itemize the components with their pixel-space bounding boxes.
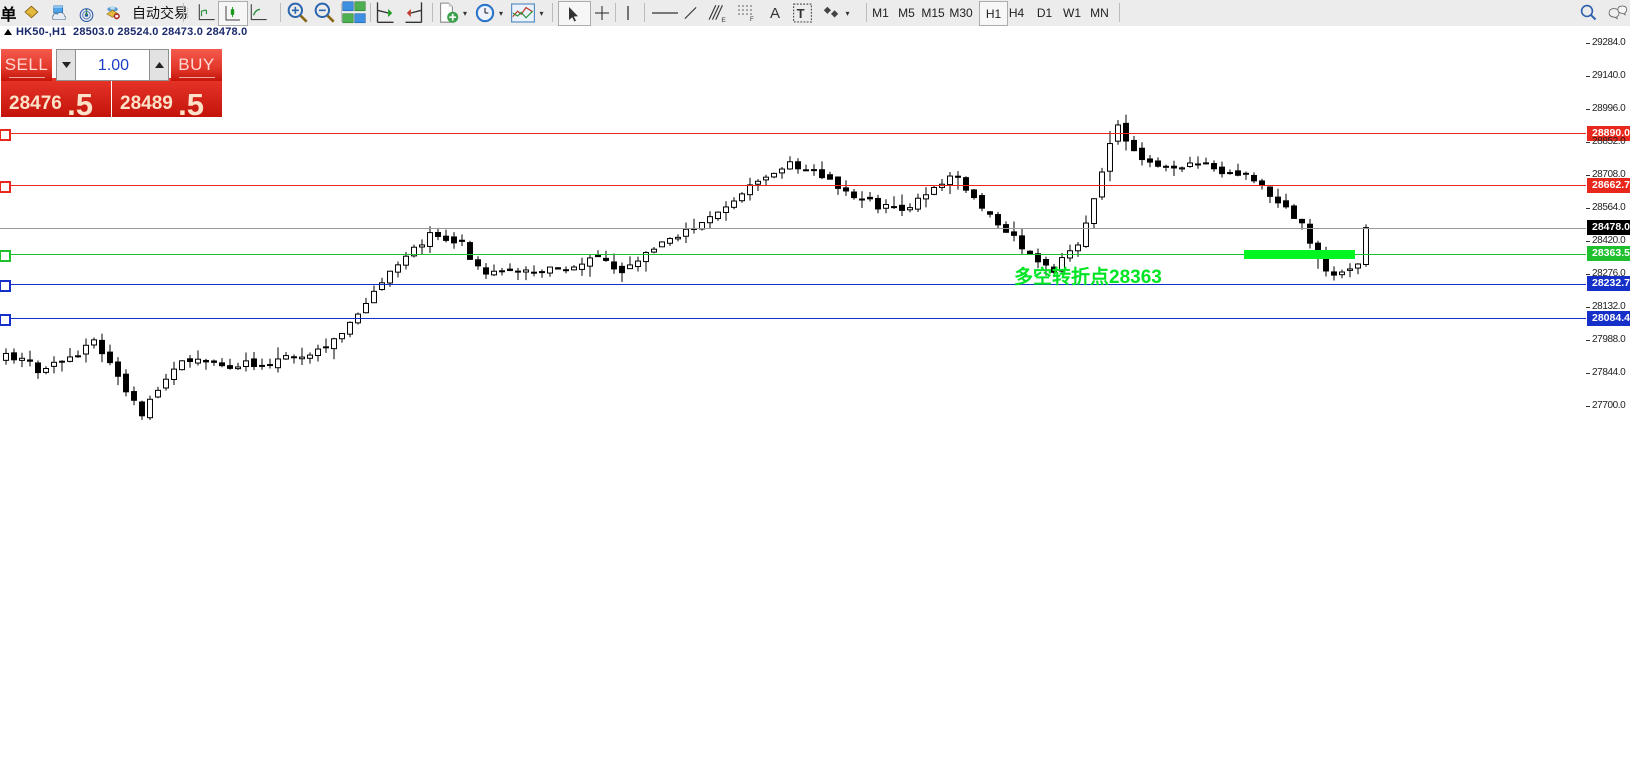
svg-text:T: T bbox=[797, 6, 805, 21]
svg-text:F: F bbox=[750, 17, 754, 23]
svg-text:E: E bbox=[721, 17, 726, 24]
